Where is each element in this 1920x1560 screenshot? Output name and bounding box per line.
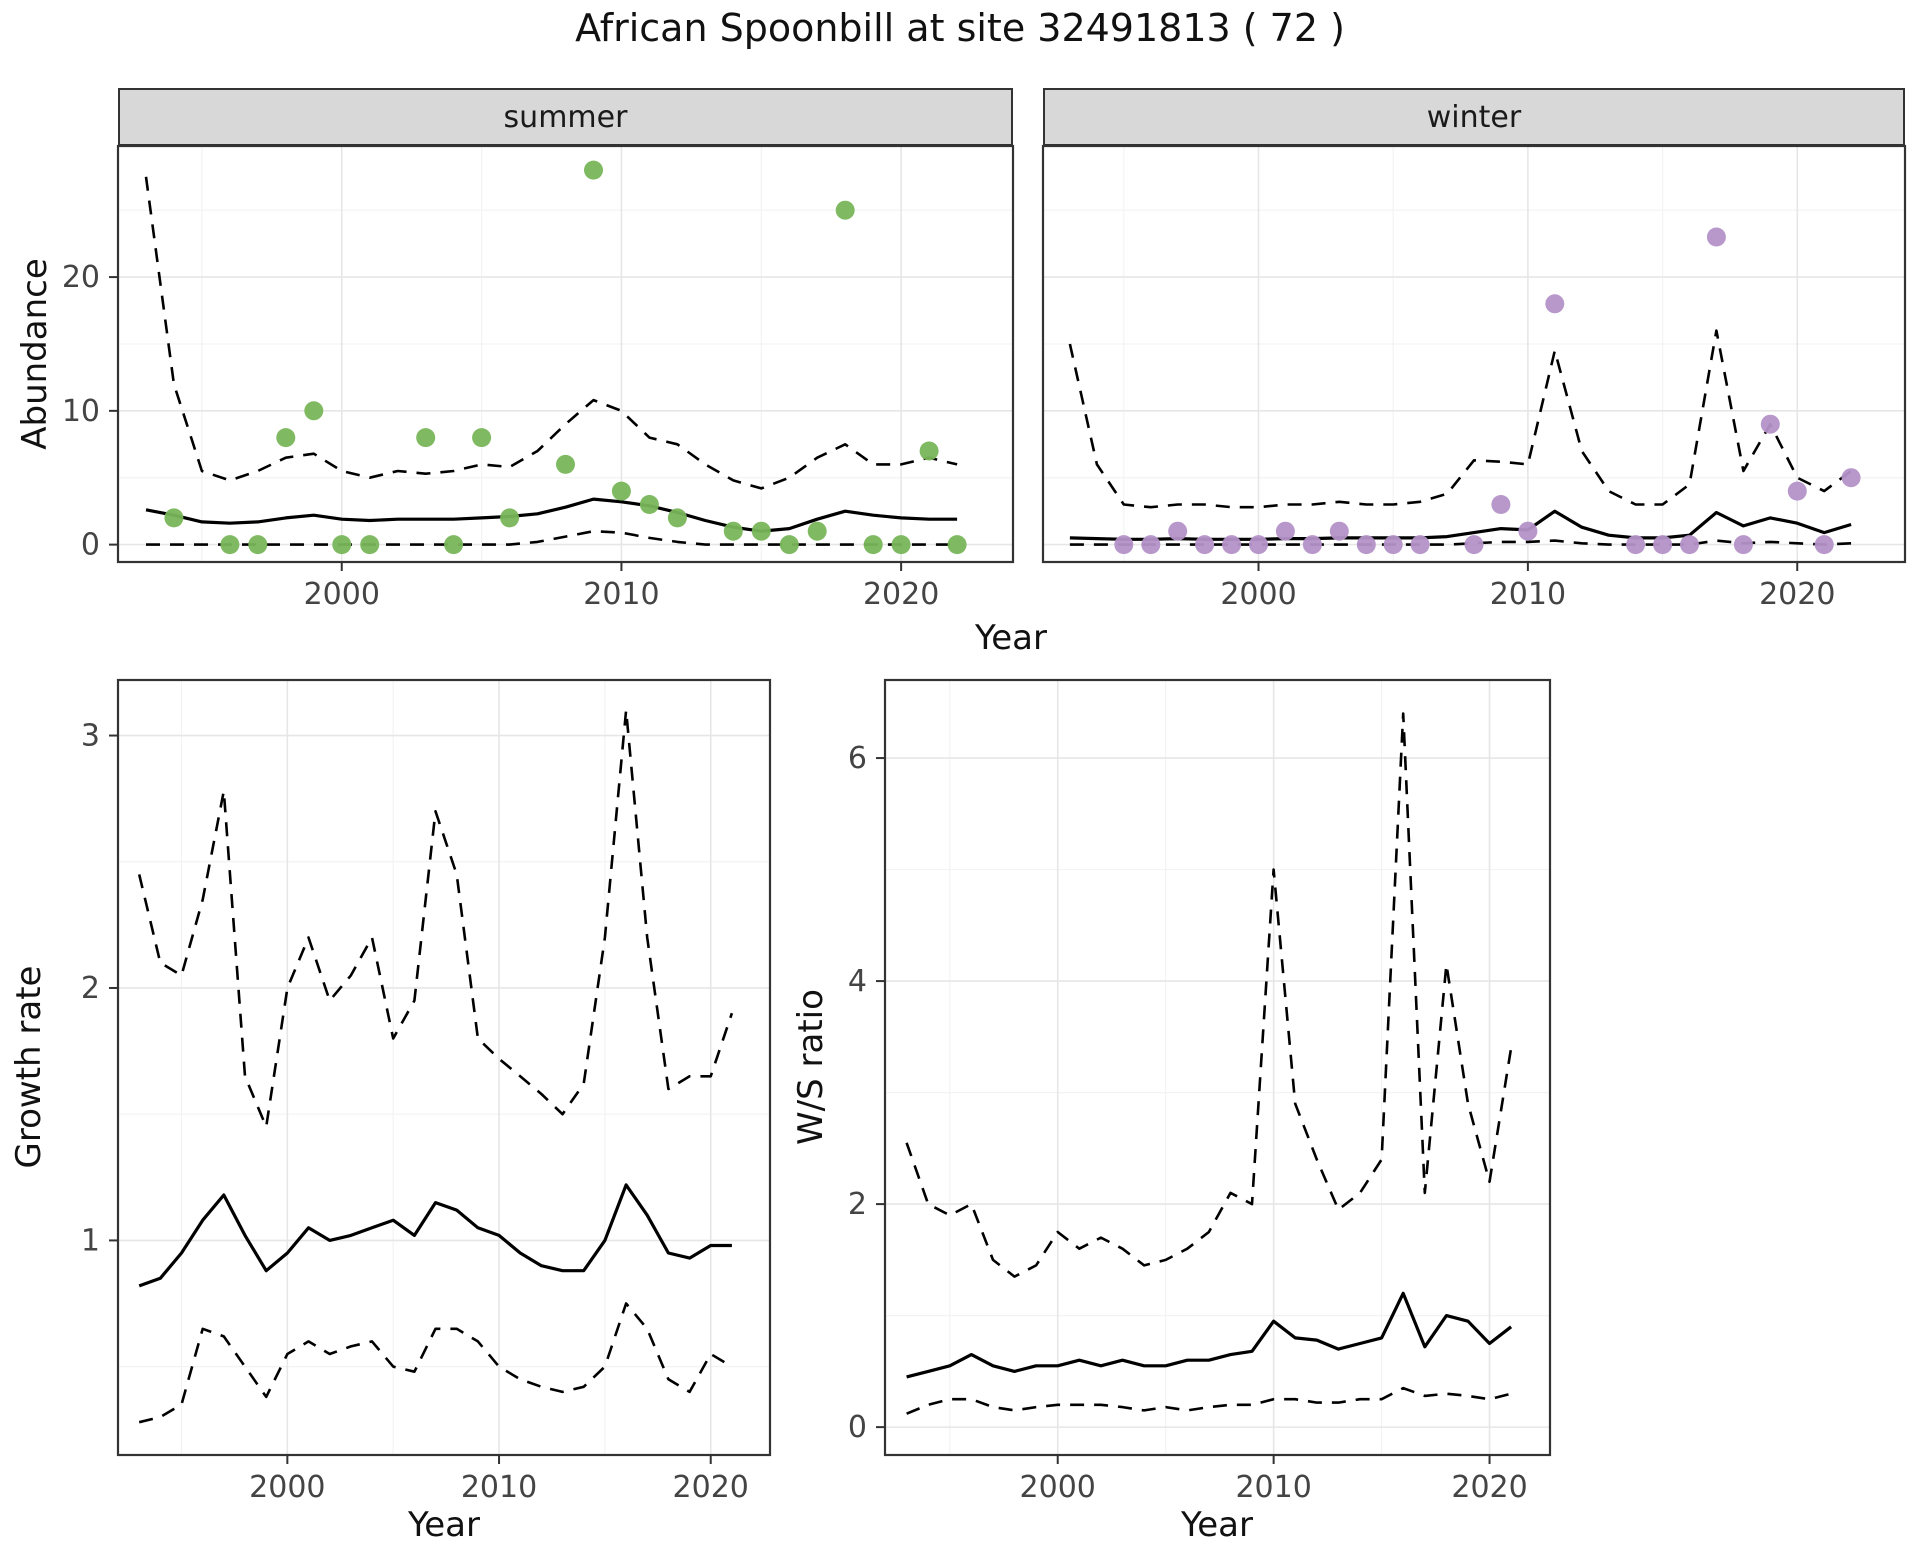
- abundance-winter-data-point: [1464, 535, 1484, 555]
- ws-ratio-x-tick-label: 2020: [1451, 1470, 1527, 1505]
- abundance-summer-data-point: [444, 535, 464, 555]
- abundance-summer-data-point: [332, 535, 352, 555]
- x-axis-title-year-ws: Year: [1181, 1505, 1253, 1545]
- abundance-winter-data-point: [1356, 535, 1376, 555]
- abundance-winter-data-point: [1222, 535, 1242, 555]
- abundance-summer-data-point: [779, 535, 799, 555]
- abundance-winter-data-point: [1383, 535, 1403, 555]
- abundance-summer-x-tick-label: 2010: [583, 577, 659, 612]
- y-axis-title-abundance: Abundance: [15, 258, 55, 450]
- x-axis-title-year-growth: Year: [408, 1505, 480, 1545]
- abundance-summer-upper_ci-line: [144, 176, 958, 490]
- abundance-winter-data-point: [1249, 535, 1268, 555]
- abundance-winter-data-point: [1141, 535, 1161, 555]
- abundance-summer-data-point: [667, 508, 687, 528]
- facet-strip-winter-label: winter: [1426, 99, 1522, 135]
- abundance-summer-data-point: [863, 535, 883, 555]
- abundance-winter-data-point: [1653, 535, 1673, 555]
- growth-rate-lower_ci-line: [138, 1302, 733, 1424]
- abundance-summer-data-point: [611, 481, 631, 501]
- abundance-winter-data-point: [1491, 495, 1511, 514]
- abundance-summer-data-point: [164, 508, 184, 528]
- abundance-winter-data-point: [1626, 535, 1646, 555]
- y-axis-title-ws-ratio: W/S ratio: [791, 989, 831, 1145]
- growth-rate-upper_ci-line: [137, 708, 734, 1129]
- abundance-winter-x-tick-label: 2020: [1759, 577, 1835, 612]
- abundance-summer-data-point: [891, 535, 911, 555]
- chart-title: African Spoonbill at site 32491813 ( 72 …: [575, 6, 1345, 50]
- abundance-summer-x-tick-label: 2020: [863, 577, 939, 612]
- facet-strip-summer-label: summer: [503, 99, 628, 135]
- abundance-winter-data-point: [1814, 535, 1834, 555]
- abundance-winter-data-point: [1733, 535, 1753, 555]
- x-axis-title-year-top: Year: [975, 618, 1047, 658]
- growth-rate-median-line: [138, 1183, 732, 1288]
- abundance-winter-data-point: [1841, 468, 1861, 488]
- abundance-summer-data-point: [360, 535, 380, 555]
- abundance-summer-x-tick-label: 2000: [304, 577, 380, 612]
- abundance-summer-lower_ci-line: [146, 529, 958, 546]
- growth-rate-y-tick-label: 1: [81, 1223, 100, 1258]
- growth-rate-x-tick-label: 2000: [249, 1470, 325, 1505]
- abundance-winter-data-point: [1518, 521, 1538, 541]
- abundance-winter-data-point: [1275, 521, 1295, 541]
- abundance-winter-x-tick-label: 2010: [1490, 577, 1566, 612]
- abundance-winter-data-point: [1760, 414, 1780, 434]
- ws-ratio-lower_ci-line: [906, 1386, 1512, 1415]
- abundance-winter-data-point: [1706, 227, 1726, 247]
- abundance-summer-data-point: [500, 508, 520, 528]
- abundance-winter-x-tick-label: 2000: [1220, 577, 1296, 612]
- panel-abundance-winter: 2000 2010 2020: [1041, 144, 1907, 612]
- panel-growth-rate: 2000 2010 2020 1 2 3: [81, 678, 772, 1505]
- ws-ratio-y-tick-label: 4: [848, 964, 867, 999]
- abundance-summer-data-point: [584, 160, 603, 180]
- abundance-summer-data-point: [751, 521, 771, 541]
- abundance-summer-data-point: [556, 454, 575, 474]
- ws-ratio-y-tick-label: 2: [848, 1187, 867, 1222]
- abundance-winter-data-point: [1410, 535, 1430, 555]
- abundance-summer-y-tick-label: 0: [81, 528, 100, 563]
- abundance-winter-data-point: [1545, 294, 1565, 314]
- ws-ratio-y-tick-label: 6: [848, 741, 867, 776]
- ws-ratio-y-tick-label: 0: [848, 1410, 867, 1445]
- abundance-summer-data-point: [947, 535, 967, 555]
- panel-ws-ratio: 2000 2010 2020 0 2 4 6: [848, 678, 1552, 1505]
- abundance-summer-data-point: [472, 428, 492, 448]
- abundance-winter-data-point: [1680, 535, 1699, 555]
- facet-strip-summer: summer: [118, 88, 1013, 146]
- abundance-summer-data-point: [416, 428, 436, 448]
- abundance-winter-data-point: [1114, 535, 1134, 555]
- abundance-winter-data-point: [1787, 481, 1807, 501]
- ws-ratio-x-tick-label: 2010: [1235, 1470, 1311, 1505]
- ws-ratio-x-tick-label: 2000: [1020, 1470, 1096, 1505]
- abundance-summer-data-point: [220, 535, 240, 555]
- panel-abundance-summer: 2000 2010 2020 0 10 20: [62, 144, 1015, 612]
- abundance-summer-data-point: [835, 200, 855, 220]
- abundance-summer-data-point: [723, 521, 743, 541]
- growth-rate-y-tick-label: 3: [81, 719, 100, 754]
- abundance-summer-data-point: [639, 495, 659, 514]
- y-axis-title-growth-rate: Growth rate: [9, 965, 49, 1169]
- growth-rate-x-tick-label: 2010: [461, 1470, 537, 1505]
- abundance-winter-upper_ci-line: [1068, 329, 1852, 509]
- abundance-summer-data-point: [304, 401, 324, 421]
- growth-rate-x-tick-label: 2020: [673, 1470, 749, 1505]
- abundance-winter-data-point: [1195, 535, 1215, 555]
- abundance-summer-data-point: [248, 535, 268, 555]
- growth-rate-y-tick-label: 2: [81, 971, 100, 1006]
- abundance-summer-y-tick-label: 20: [62, 260, 100, 295]
- abundance-summer-data-point: [919, 441, 939, 461]
- abundance-winter-data-point: [1168, 521, 1188, 541]
- abundance-winter-data-point: [1329, 521, 1349, 541]
- abundance-winter-data-point: [1302, 535, 1322, 555]
- facet-strip-winter: winter: [1043, 88, 1905, 146]
- ws-ratio-upper_ci-line: [905, 712, 1513, 1278]
- abundance-summer-data-point: [807, 521, 827, 541]
- abundance-summer-y-tick-label: 10: [62, 394, 100, 429]
- abundance-summer-data-point: [276, 428, 296, 448]
- ws-ratio-median-line: [906, 1291, 1513, 1379]
- abundance-summer-median-line: [145, 497, 958, 533]
